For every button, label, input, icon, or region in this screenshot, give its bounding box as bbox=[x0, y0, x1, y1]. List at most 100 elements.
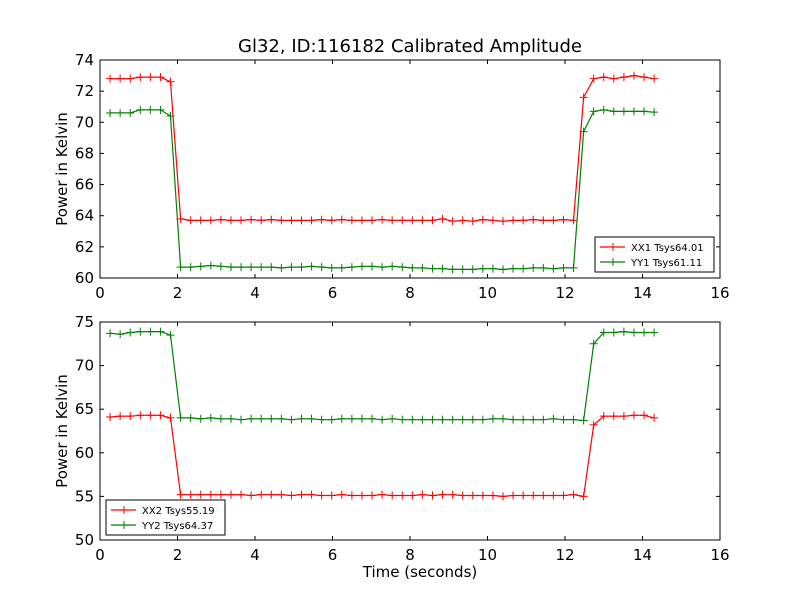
y-tick-label: 65 bbox=[75, 400, 94, 418]
data-point bbox=[206, 216, 215, 225]
data-point bbox=[287, 491, 296, 500]
data-point bbox=[186, 490, 195, 499]
x-axis-label: Time (seconds) bbox=[362, 563, 478, 581]
data-point bbox=[619, 327, 628, 336]
data-point bbox=[267, 215, 276, 224]
data-point bbox=[176, 490, 185, 499]
data-point bbox=[579, 492, 588, 501]
data-point bbox=[629, 107, 638, 116]
data-point bbox=[388, 491, 397, 500]
data-point bbox=[176, 263, 185, 272]
series-1 bbox=[106, 71, 659, 226]
data-point bbox=[337, 215, 346, 224]
data-point bbox=[287, 216, 296, 225]
data-point bbox=[327, 263, 336, 272]
data-point bbox=[196, 414, 205, 423]
data-point bbox=[599, 412, 608, 421]
data-point bbox=[297, 490, 306, 499]
data-point bbox=[549, 264, 558, 273]
data-point bbox=[126, 412, 135, 421]
data-point bbox=[106, 74, 115, 83]
data-point bbox=[448, 415, 457, 424]
legend-entry-label: XX2 Tsys55.19 bbox=[142, 506, 215, 517]
data-point bbox=[277, 263, 286, 272]
data-point bbox=[116, 108, 125, 117]
x-tick-label: 16 bbox=[710, 546, 729, 564]
data-point bbox=[156, 73, 165, 82]
data-point bbox=[539, 491, 548, 500]
x-tick-label: 12 bbox=[555, 284, 574, 302]
data-point bbox=[509, 264, 518, 273]
y-tick-label: 55 bbox=[75, 487, 94, 505]
y-tick-label: 66 bbox=[75, 176, 94, 194]
x-tick-label: 6 bbox=[328, 284, 338, 302]
data-point bbox=[438, 415, 447, 424]
data-point bbox=[287, 415, 296, 424]
data-point bbox=[368, 414, 377, 423]
data-point bbox=[146, 73, 155, 82]
x-tick-label: 10 bbox=[478, 546, 497, 564]
data-point bbox=[519, 264, 528, 273]
data-point bbox=[519, 415, 528, 424]
data-point bbox=[428, 491, 437, 500]
series-2 bbox=[106, 105, 659, 274]
data-point bbox=[357, 414, 366, 423]
data-point bbox=[418, 415, 427, 424]
data-point bbox=[337, 414, 346, 423]
data-point bbox=[216, 262, 225, 271]
data-point bbox=[106, 329, 115, 338]
data-point bbox=[368, 216, 377, 225]
data-point bbox=[226, 414, 235, 423]
data-point bbox=[237, 216, 246, 225]
data-point bbox=[388, 262, 397, 271]
data-point bbox=[529, 263, 538, 272]
data-point bbox=[317, 263, 326, 272]
data-point bbox=[297, 414, 306, 423]
data-point bbox=[629, 328, 638, 337]
data-point bbox=[156, 327, 165, 336]
data-point bbox=[216, 490, 225, 499]
legend-swatch-marker bbox=[120, 521, 128, 529]
data-point bbox=[106, 413, 115, 422]
x-tick-label: 2 bbox=[173, 546, 183, 564]
data-point bbox=[428, 264, 437, 273]
x-tick-label: 0 bbox=[95, 546, 105, 564]
data-point bbox=[559, 263, 568, 272]
data-point bbox=[116, 412, 125, 421]
data-point bbox=[519, 491, 528, 500]
y-axis-label: Power in Kelvin bbox=[53, 374, 71, 488]
data-point bbox=[166, 77, 175, 86]
data-point bbox=[388, 414, 397, 423]
data-point bbox=[569, 216, 578, 225]
data-point bbox=[186, 263, 195, 272]
data-point bbox=[398, 216, 407, 225]
data-point bbox=[478, 491, 487, 500]
data-point bbox=[166, 112, 175, 121]
data-point bbox=[357, 262, 366, 271]
data-point bbox=[629, 411, 638, 420]
data-point bbox=[519, 216, 528, 225]
legend: XX1 Tsys64.01 YY1 Tsys61.11 bbox=[594, 236, 715, 273]
data-point bbox=[488, 491, 497, 500]
data-point bbox=[327, 491, 336, 500]
data-point bbox=[549, 491, 558, 500]
legend-swatch-marker bbox=[609, 258, 617, 266]
data-point bbox=[136, 73, 145, 82]
data-point bbox=[569, 490, 578, 499]
data-point bbox=[166, 413, 175, 422]
data-point bbox=[529, 415, 538, 424]
data-point bbox=[629, 71, 638, 80]
data-point bbox=[337, 263, 346, 272]
data-point bbox=[116, 74, 125, 83]
y-tick-label: 72 bbox=[75, 82, 94, 100]
x-tick-label: 10 bbox=[478, 284, 497, 302]
data-point bbox=[257, 414, 266, 423]
data-point bbox=[257, 490, 266, 499]
data-point bbox=[418, 216, 427, 225]
data-point bbox=[327, 216, 336, 225]
data-point bbox=[650, 108, 659, 117]
series-1 bbox=[106, 411, 659, 501]
data-point bbox=[247, 263, 256, 272]
